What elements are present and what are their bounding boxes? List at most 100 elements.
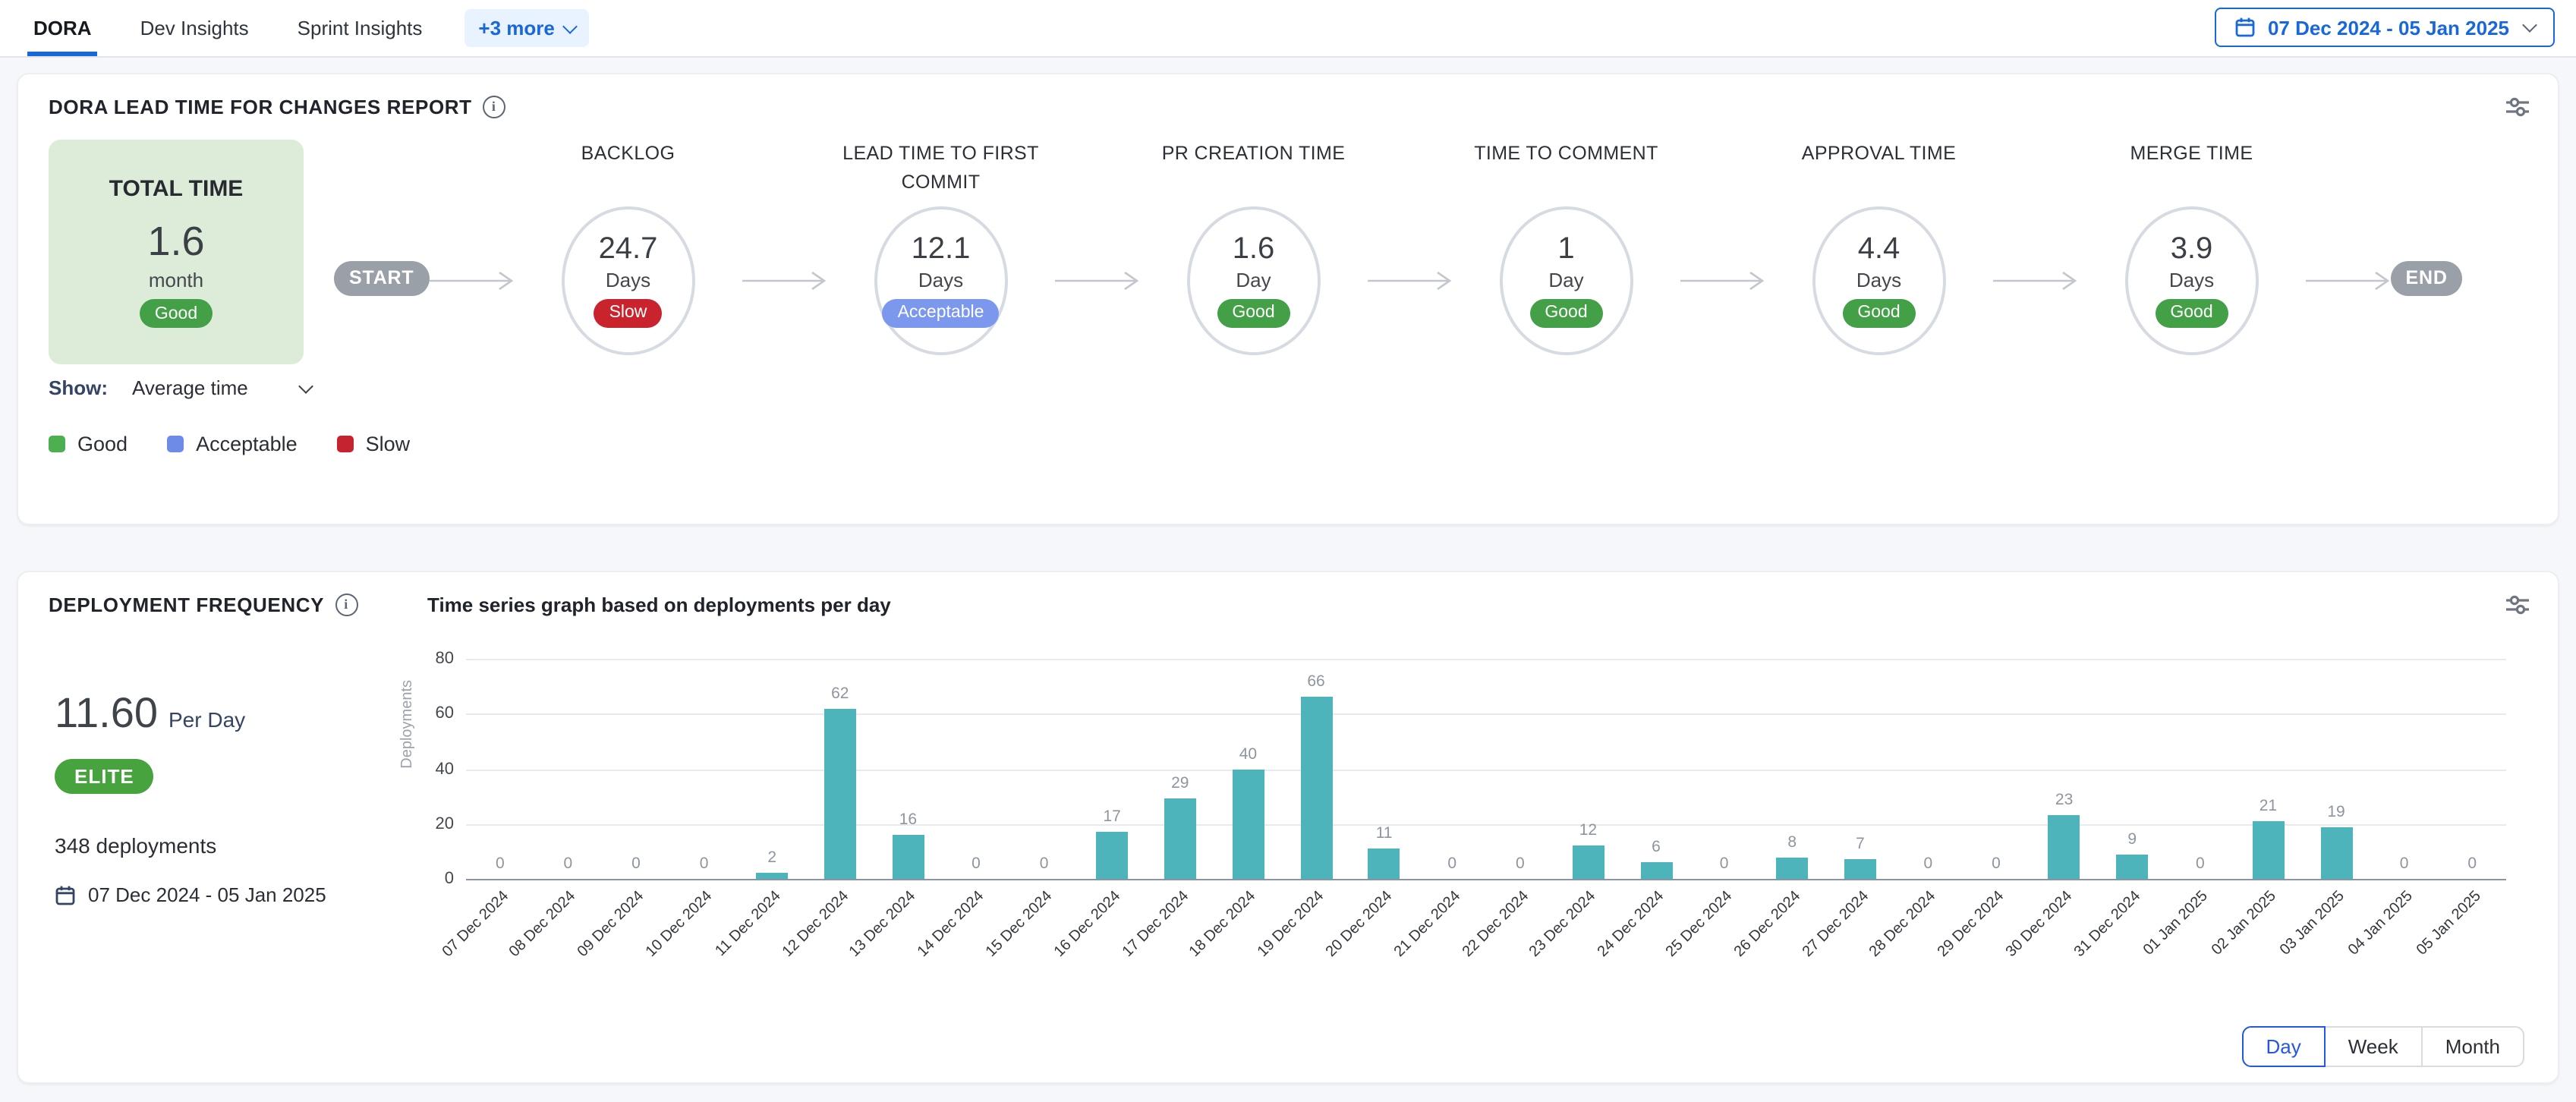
tier-badge: ELITE	[55, 759, 154, 794]
stage-circle-lead-time-to-first-commit: 12.1DaysAcceptable	[874, 206, 1008, 355]
stage-title: MERGE TIME	[2078, 140, 2306, 200]
filter-sliders-icon[interactable]	[2505, 96, 2530, 126]
y-axis-title: Deployments	[399, 680, 416, 769]
bar-18-dec-2024	[1232, 769, 1264, 879]
x-tick-02-jan-2025: 02 Jan 2025	[2209, 888, 2280, 959]
show-label: Show:	[49, 376, 108, 399]
bar-26-dec-2024	[1776, 857, 1808, 879]
x-tick-03-jan-2025: 03 Jan 2025	[2277, 888, 2348, 959]
stage-circle-backlog: 24.7DaysSlow	[562, 206, 695, 355]
total-time-status-badge: Good	[140, 299, 213, 329]
x-tick-25-dec-2024: 25 Dec 2024	[1663, 888, 1736, 961]
bar-value-07-dec-2024: 0	[474, 855, 526, 873]
stage-status-badge: Good	[2155, 299, 2228, 329]
bar-value-25-dec-2024: 0	[1699, 855, 1750, 873]
legend-label: Good	[77, 433, 128, 455]
tab-sprint-insights[interactable]: Sprint Insights	[291, 0, 429, 56]
stage-title: PR CREATION TIME	[1140, 140, 1368, 200]
bar-value-29-dec-2024: 0	[1970, 855, 2022, 873]
bar-13-dec-2024	[892, 835, 924, 879]
show-metric-dropdown[interactable]: Average time	[132, 376, 311, 399]
bar-23-dec-2024	[1572, 846, 1604, 880]
more-tabs-label: +3 more	[478, 17, 554, 39]
gridline-60	[466, 714, 2506, 716]
dashboard: DORADev InsightsSprint Insights +3 more …	[0, 0, 2576, 1102]
rate-value: 11.60	[55, 689, 158, 738]
total-time-label: TOTAL TIME	[49, 176, 304, 202]
stage-unit: Days	[918, 269, 963, 291]
stage-value: 24.7	[599, 234, 658, 266]
bar-value-08-dec-2024: 0	[542, 855, 594, 873]
bar-value-17-dec-2024: 29	[1154, 775, 1206, 793]
deployment-date-range-label: 07 Dec 2024 - 05 Jan 2025	[88, 883, 326, 906]
bar-value-15-dec-2024: 0	[1019, 855, 1070, 873]
stage-circle-approval-time: 4.4DaysGood	[1812, 206, 1946, 355]
x-tick-08-dec-2024: 08 Dec 2024	[507, 888, 580, 961]
bar-27-dec-2024	[1844, 860, 1876, 879]
calendar-icon	[2234, 17, 2256, 38]
bar-value-28-dec-2024: 0	[1902, 855, 1954, 873]
granularity-day-button[interactable]: Day	[2241, 1026, 2325, 1067]
chart-plot-area: 020406080007 Dec 2024008 Dec 2024009 Dec…	[466, 659, 2506, 880]
tab-dora[interactable]: DORA	[27, 0, 98, 56]
granularity-week-button[interactable]: Week	[2324, 1026, 2423, 1067]
stage-status-badge: Good	[1529, 299, 1602, 329]
y-tick-0: 0	[408, 870, 454, 888]
show-row: Show: Average time	[49, 376, 2527, 399]
stage-unit: Day	[1236, 269, 1271, 291]
stage-status-badge: Good	[1217, 299, 1290, 329]
bar-17-dec-2024	[1164, 799, 1196, 879]
bar-value-02-jan-2025: 21	[2242, 797, 2294, 815]
more-tabs-button[interactable]: +3 more	[464, 9, 589, 47]
x-tick-17-dec-2024: 17 Dec 2024	[1120, 888, 1192, 961]
bar-value-19-dec-2024: 66	[1290, 673, 1342, 691]
top-navigation-bar: DORADev InsightsSprint Insights +3 more …	[0, 0, 2576, 58]
start-pill: START	[334, 261, 430, 296]
chevron-down-icon	[563, 18, 578, 33]
bar-value-12-dec-2024: 62	[814, 684, 866, 702]
y-tick-80: 80	[408, 650, 454, 668]
tab-dev-insights[interactable]: Dev Insights	[134, 0, 255, 56]
filter-sliders-icon[interactable]	[2505, 594, 2530, 624]
stage-pr-creation-time: PR CREATION TIME1.6DayGood	[1140, 140, 1368, 355]
flow-arrow-icon	[2306, 270, 2391, 299]
x-tick-27-dec-2024: 27 Dec 2024	[1800, 888, 1872, 961]
bar-value-11-dec-2024: 2	[746, 849, 798, 867]
bar-value-21-dec-2024: 0	[1426, 855, 1478, 873]
bar-value-16-dec-2024: 17	[1086, 808, 1138, 826]
info-icon[interactable]	[335, 594, 357, 616]
stage-title: LEAD TIME TO FIRST COMMIT	[827, 140, 1055, 200]
flow-arrow-icon	[1680, 270, 1765, 299]
stage-title: TIME TO COMMENT	[1453, 140, 1680, 200]
tab-list: DORA Dev Insights Sprint Insights	[27, 0, 464, 56]
granularity-month-button[interactable]: Month	[2421, 1026, 2524, 1067]
deployment-card-body: 11.60 Per Day ELITE 348 deployments 07 D…	[49, 625, 2527, 1038]
stage-approval-time: APPROVAL TIME4.4DaysGood	[1765, 140, 1993, 355]
legend-label: Acceptable	[196, 433, 298, 455]
deployment-stats: 11.60 Per Day ELITE 348 deployments 07 D…	[49, 625, 396, 1038]
deployment-date-range: 07 Dec 2024 - 05 Jan 2025	[55, 883, 396, 906]
legend-item-acceptable: Acceptable	[167, 433, 298, 455]
x-tick-01-jan-2025: 01 Jan 2025	[2141, 888, 2212, 959]
x-tick-15-dec-2024: 15 Dec 2024	[983, 888, 1056, 961]
chevron-down-icon	[298, 378, 313, 393]
x-tick-04-jan-2025: 04 Jan 2025	[2345, 888, 2416, 959]
deployment-rate: 11.60 Per Day	[55, 689, 396, 738]
legend-swatch	[167, 436, 184, 452]
flow-arrow-icon	[742, 270, 827, 299]
bar-30-dec-2024	[2049, 816, 2080, 879]
y-tick-60: 60	[408, 705, 454, 723]
stage-value: 4.4	[1858, 234, 1901, 266]
x-tick-31-dec-2024: 31 Dec 2024	[2071, 888, 2144, 961]
info-icon[interactable]	[483, 96, 505, 118]
stage-time-to-comment: TIME TO COMMENT1DayGood	[1453, 140, 1680, 355]
date-range-picker[interactable]: 07 Dec 2024 - 05 Jan 2025	[2215, 8, 2555, 47]
deployment-card-header: DEPLOYMENT FREQUENCY Time series graph b…	[49, 594, 2527, 616]
x-tick-10-dec-2024: 10 Dec 2024	[643, 888, 716, 961]
flow-arrow-icon	[1993, 270, 2078, 299]
x-tick-11-dec-2024: 11 Dec 2024	[712, 888, 784, 960]
bar-value-04-jan-2025: 0	[2379, 855, 2430, 873]
bar-12-dec-2024	[824, 708, 856, 879]
stage-title: APPROVAL TIME	[1765, 140, 1993, 200]
x-tick-23-dec-2024: 23 Dec 2024	[1527, 888, 1600, 961]
